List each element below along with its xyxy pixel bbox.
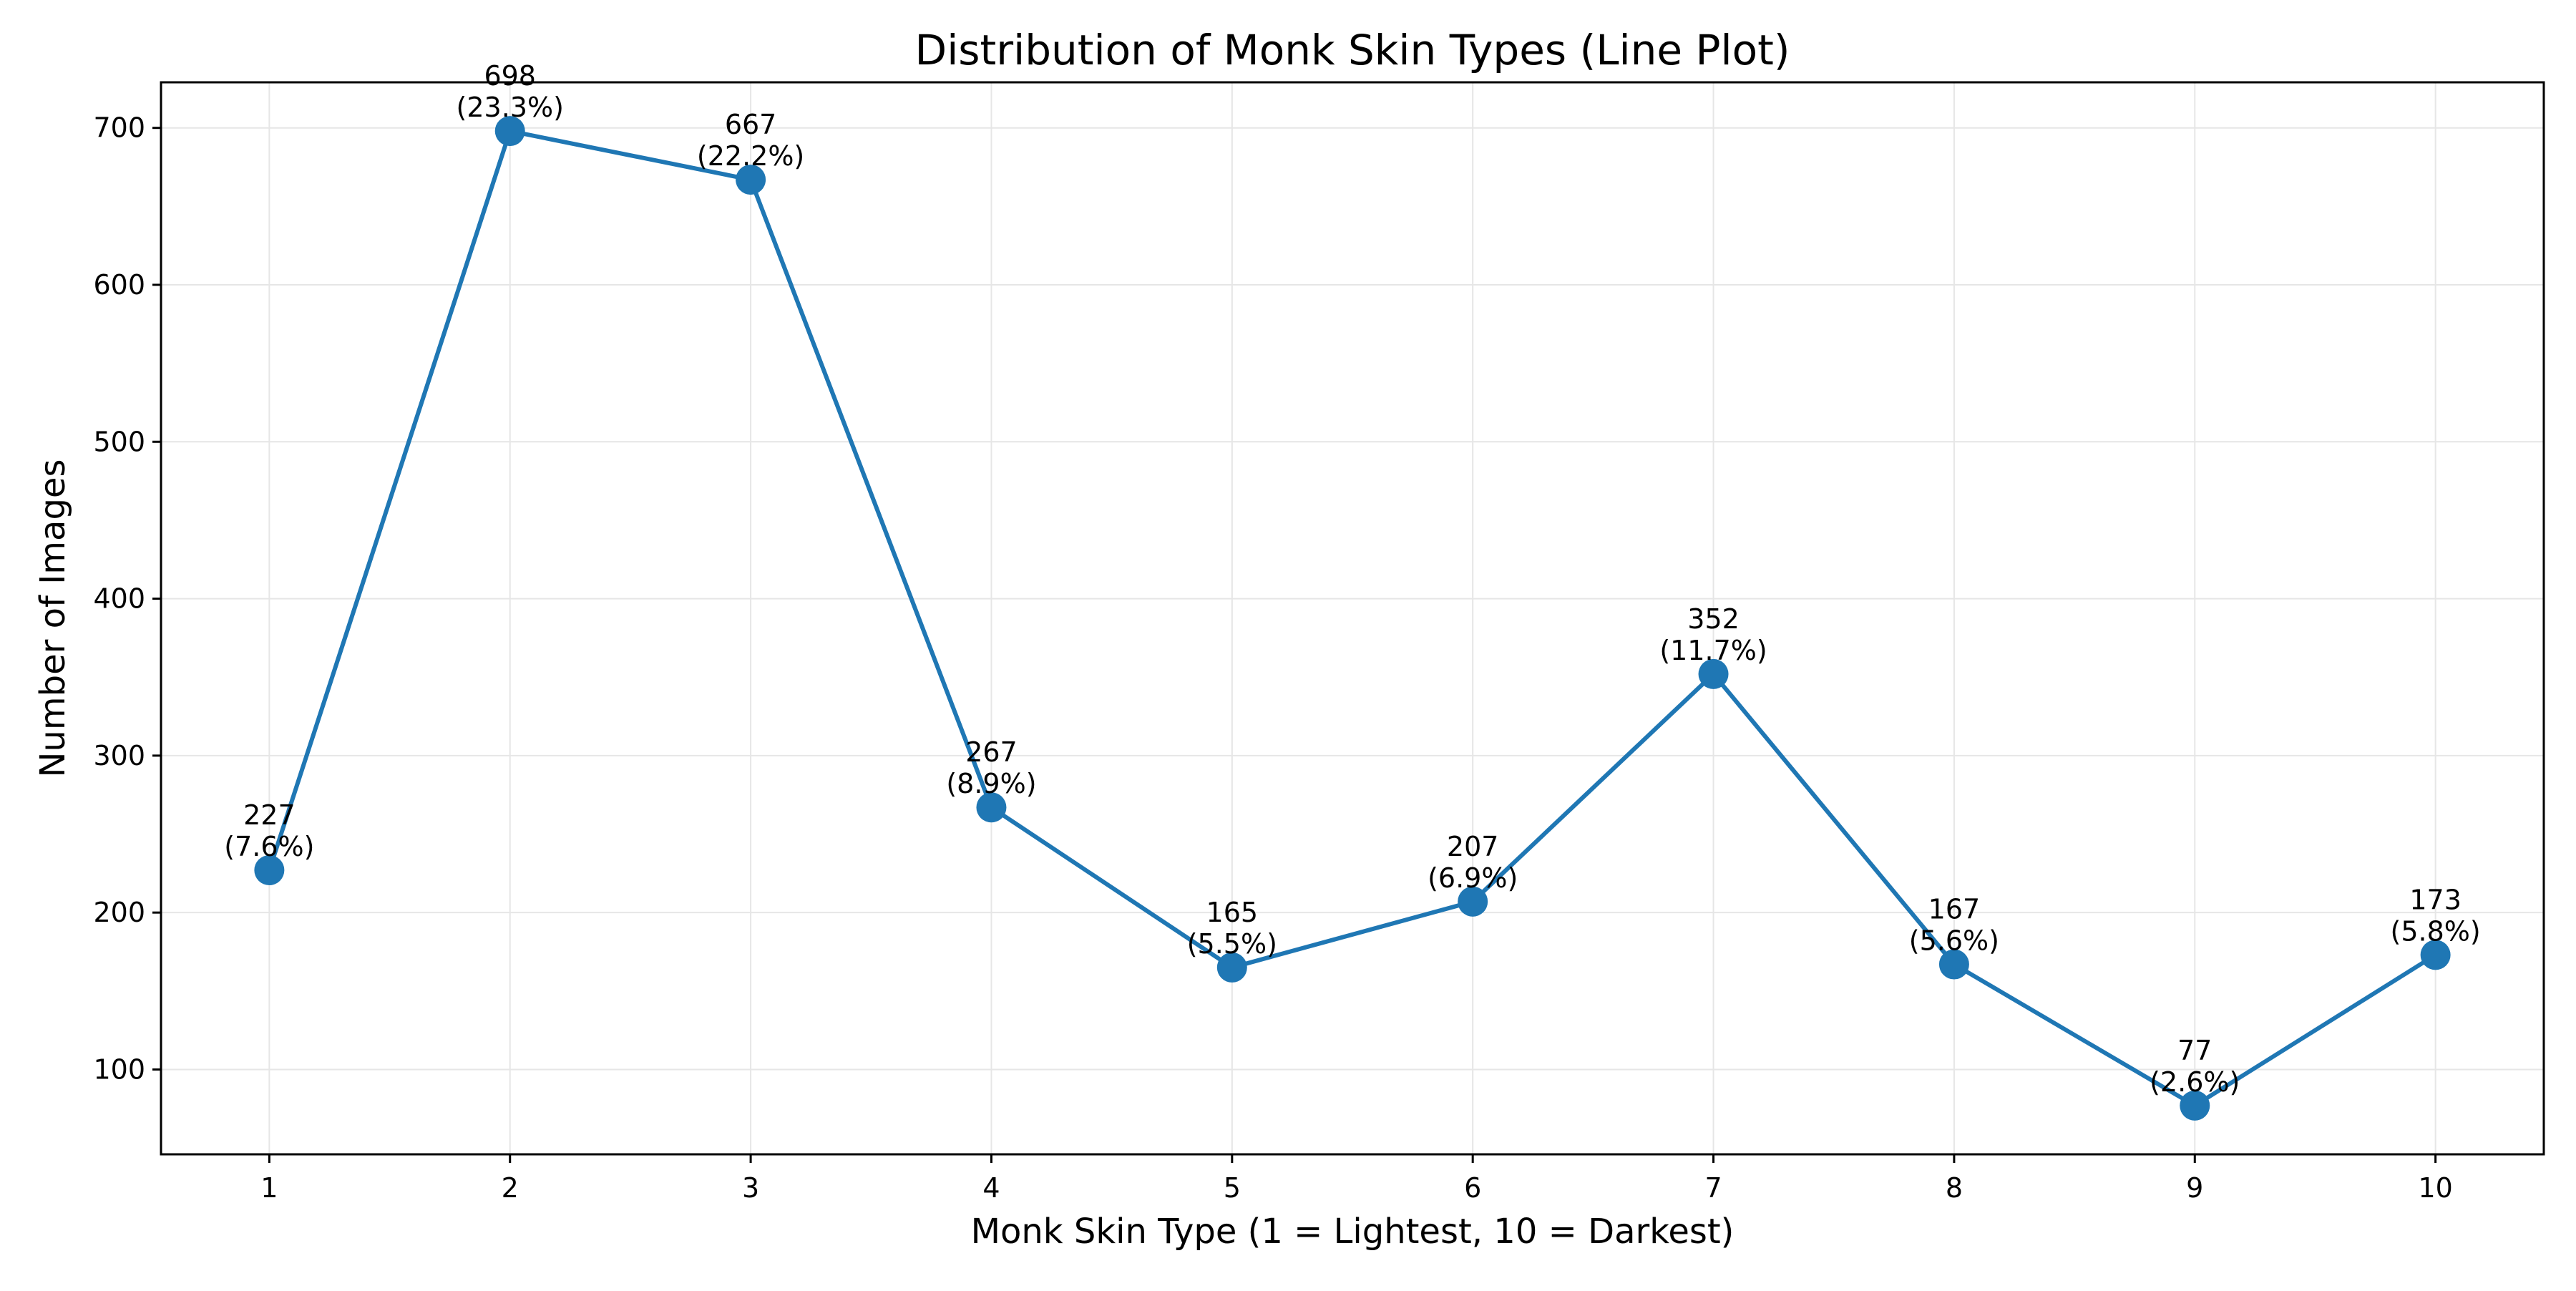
data-label-count: 227: [243, 799, 296, 831]
x-tick-label: 1: [260, 1172, 278, 1204]
data-label-count: 173: [2409, 884, 2462, 915]
data-label-count: 267: [965, 736, 1018, 768]
data-point-marker: [2420, 940, 2451, 970]
y-tick-label: 400: [93, 583, 145, 615]
y-tick-label: 600: [93, 269, 145, 301]
x-tick-label: 7: [1704, 1172, 1722, 1204]
data-label-count: 207: [1447, 831, 1499, 862]
y-tick-label: 200: [93, 897, 145, 928]
data-labels: 227(7.6%) 698(23.3%) 667(22.2%) 267(8.9%) 16…: [224, 60, 2480, 1098]
data-point-marker: [1698, 658, 1729, 689]
x-tick-label: 2: [502, 1172, 519, 1204]
data-label-percent: (22.2%): [697, 140, 804, 172]
y-axis-label: Number of Images: [33, 459, 73, 778]
data-label-count: 352: [1687, 603, 1740, 635]
plot-frame: [160, 81, 2545, 1156]
x-tick-label: 10: [2418, 1172, 2452, 1204]
x-axis-ticks: 1 2 3 4 5 6 7 8 9 10: [260, 1154, 2453, 1204]
data-label-count: 667: [725, 109, 777, 140]
data-point-marker: [1938, 949, 1969, 980]
x-tick-label: 9: [2186, 1172, 2203, 1204]
data-label-percent: (11.7%): [1659, 635, 1767, 666]
data-label-percent: (5.5%): [1187, 928, 1277, 960]
data-point-marker: [1458, 886, 1488, 917]
x-tick-label: 4: [982, 1172, 1000, 1204]
data-point-marker: [976, 792, 1007, 823]
data-label-percent: (5.6%): [1909, 925, 1999, 957]
y-tick-label: 700: [93, 112, 145, 144]
data-label-count: 167: [1928, 894, 1981, 925]
data-label-percent: (7.6%): [224, 831, 314, 862]
x-tick-label: 8: [1946, 1172, 1963, 1204]
series-line: [267, 129, 2437, 1108]
y-tick-label: 300: [93, 740, 145, 771]
y-tick-label: 100: [93, 1053, 145, 1085]
data-point-marker: [254, 854, 285, 885]
x-tick-label: 6: [1464, 1172, 1481, 1204]
series-layer: [254, 116, 2451, 1121]
x-tick-label: 3: [742, 1172, 759, 1204]
x-tick-label: 5: [1224, 1172, 1241, 1204]
data-label-percent: (6.9%): [1428, 862, 1518, 894]
data-label-count: 698: [484, 60, 536, 92]
x-axis-label: Monk Skin Type (1 = Lightest, 10 = Darke…: [971, 1212, 1735, 1252]
data-label-percent: (23.3%): [457, 92, 564, 123]
data-label-percent: (2.6%): [2150, 1066, 2240, 1098]
grid: [161, 82, 2544, 1154]
data-label-percent: (5.8%): [2391, 915, 2481, 947]
data-label-percent: (8.9%): [946, 768, 1036, 799]
data-point-marker: [494, 116, 525, 147]
data-point-marker: [1216, 952, 1247, 983]
data-point-marker: [2180, 1090, 2210, 1121]
chart-title: Distribution of Monk Skin Types (Line Pl…: [915, 26, 1790, 74]
data-label-count: 77: [2177, 1035, 2212, 1066]
data-point-marker: [736, 165, 766, 195]
y-tick-label: 500: [93, 426, 145, 457]
y-axis-ticks: 100 200 300 400 500 600 700: [93, 112, 161, 1085]
data-label-count: 165: [1206, 897, 1259, 928]
